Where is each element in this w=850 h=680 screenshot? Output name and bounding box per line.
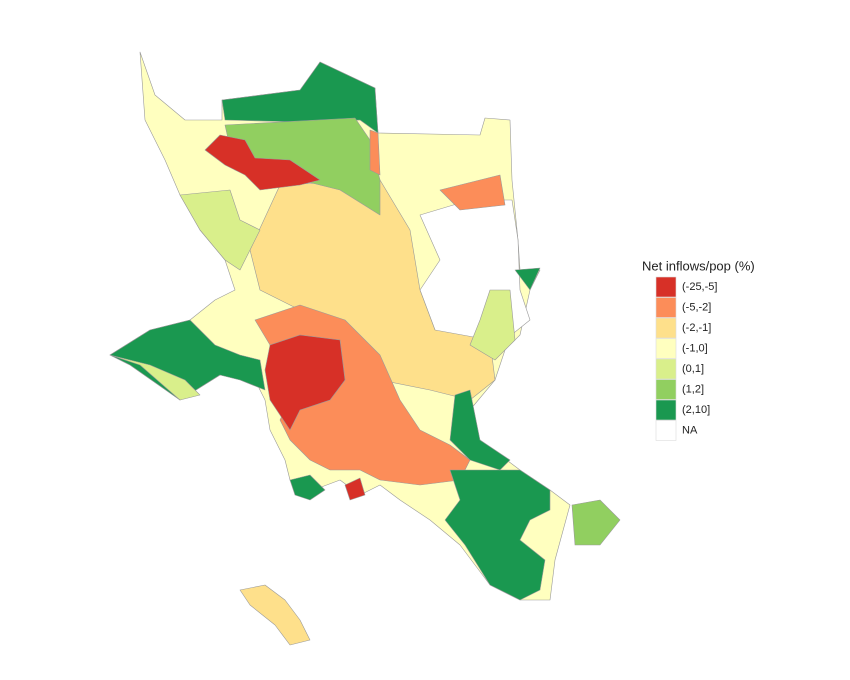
legend-swatch <box>655 338 677 359</box>
region <box>439 174 506 211</box>
region <box>344 477 366 501</box>
legend-title: Net inflows/pop (%) <box>642 258 755 273</box>
legend-swatch <box>655 399 677 421</box>
region <box>514 267 541 291</box>
region <box>289 474 326 501</box>
legend-swatch <box>655 297 677 318</box>
legend-label: (-5,-2] <box>682 301 711 313</box>
region <box>109 319 266 401</box>
legend-swatch <box>655 276 677 298</box>
legend-label: (-25,-5] <box>682 281 717 293</box>
legend-label: NA <box>682 424 698 436</box>
legend-swatch <box>655 420 677 441</box>
legend-label: (2,10] <box>682 404 710 416</box>
legend-label: (-1,0] <box>682 342 708 354</box>
legend-swatch <box>655 317 677 339</box>
legend-label: (0,1] <box>682 363 704 375</box>
region <box>369 129 381 176</box>
region <box>571 499 621 546</box>
region <box>179 189 261 271</box>
region <box>204 134 321 191</box>
region <box>449 389 511 471</box>
map-regions <box>109 51 621 646</box>
region <box>444 469 551 601</box>
region <box>469 289 516 361</box>
region <box>239 584 311 646</box>
legend-swatch <box>655 379 677 400</box>
legend-label: (-2,-1] <box>682 322 711 334</box>
region <box>109 354 201 401</box>
legend: (-25,-5] (-5,-2] (-2,-1] (-1,0] (0,1] (1,2] (2… <box>655 276 717 441</box>
region <box>264 334 346 431</box>
legend-label: (1,2] <box>682 383 704 395</box>
legend-swatch <box>655 358 677 380</box>
